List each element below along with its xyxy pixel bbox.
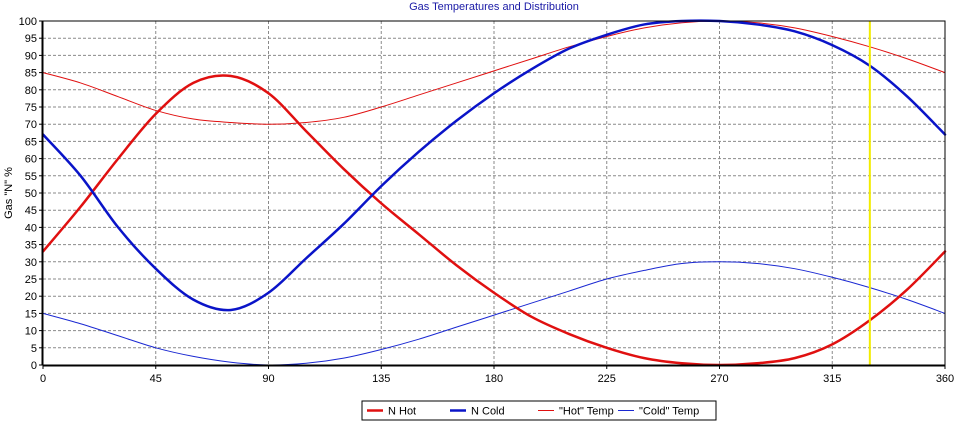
series-hot-temp (42, 20, 946, 125)
x-axis-ticks: 0 45 90 135 180 225 270 315 360 (40, 365, 954, 385)
x-tick-label: 360 (936, 373, 954, 385)
x-tick-label: 45 (150, 373, 162, 385)
y-tick-label: 95 (25, 33, 37, 45)
y-tick-label: 100 (19, 16, 37, 28)
x-tick-label: 270 (710, 373, 728, 385)
y-tick-label: 75 (25, 102, 37, 114)
y-tick-label: 20 (25, 291, 37, 303)
y-tick-label: 55 (25, 171, 37, 183)
series-n-hot (41, 74, 947, 367)
x-tick-label: 135 (372, 373, 390, 385)
y-tick-label: 70 (25, 119, 37, 131)
x-tick-label: 180 (485, 373, 503, 385)
y-tick-label: 40 (25, 222, 37, 234)
y-tick-label: 65 (25, 136, 37, 148)
y-tick-label: 45 (25, 205, 37, 217)
chart-title: Gas Temperatures and Distribution (409, 1, 579, 13)
legend-entry-hot-temp: "Hot" Temp (559, 406, 614, 418)
x-tick-label: 315 (823, 373, 841, 385)
y-tick-label: 60 (25, 154, 37, 166)
x-tick-label: 0 (40, 373, 46, 385)
y-tick-label: 80 (25, 85, 37, 97)
y-tick-label: 0 (31, 360, 37, 372)
y-tick-label: 10 (25, 326, 37, 338)
series-n-cold (41, 19, 947, 312)
legend-entry-cold-temp: "Cold" Temp (639, 406, 699, 418)
y-tick-label: 50 (25, 188, 37, 200)
x-tick-label: 90 (262, 373, 274, 385)
y-tick-label: 90 (25, 50, 37, 62)
grid-lines (43, 21, 945, 365)
y-tick-label: 5 (31, 343, 37, 355)
y-axis-ticks: 0 5 10 15 20 25 30 35 40 45 50 55 60 65 70 75 80 85 90 95 10… (19, 16, 43, 372)
legend-entry-n-hot: N Hot (388, 406, 416, 418)
legend: N Hot N Cold "Hot" Temp "Cold" Temp (361, 400, 717, 421)
y-axis-label: Gas "N" % (3, 167, 15, 219)
y-tick-label: 35 (25, 240, 37, 252)
legend-entry-n-cold: N Cold (471, 406, 505, 418)
y-tick-label: 15 (25, 308, 37, 320)
series-layer (41, 19, 947, 367)
y-tick-label: 30 (25, 257, 37, 269)
x-tick-label: 225 (598, 373, 616, 385)
series-cold-temp (42, 261, 946, 366)
y-tick-label: 25 (25, 274, 37, 286)
y-tick-label: 85 (25, 68, 37, 80)
